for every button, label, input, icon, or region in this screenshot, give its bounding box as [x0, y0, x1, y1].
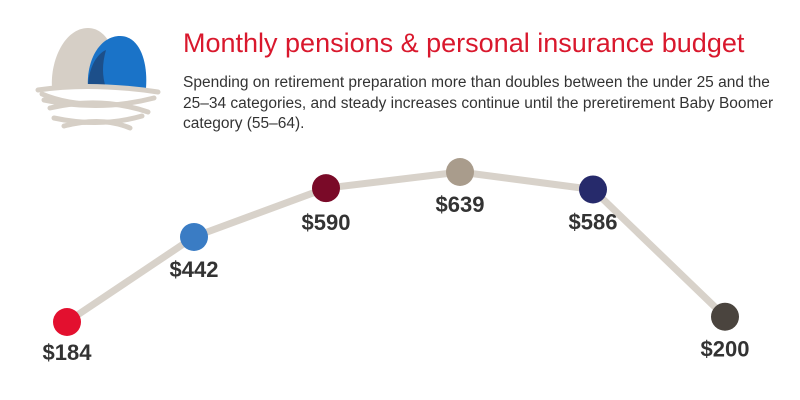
blue-egg-shadow-icon	[88, 50, 106, 88]
series-line	[63, 168, 729, 326]
data-label-0: $184	[43, 340, 93, 365]
data-labels: $184 $442 $590 $639 $586 $200	[43, 192, 750, 365]
data-label-1: $442	[170, 257, 219, 282]
data-point-0	[53, 308, 81, 336]
data-label-4: $586	[569, 209, 618, 234]
data-points	[53, 158, 739, 336]
nest-eggs-icon	[35, 28, 161, 131]
data-label-3: $639	[436, 192, 485, 217]
data-point-5	[711, 302, 739, 331]
data-point-2	[312, 174, 340, 203]
data-point-3	[446, 158, 474, 186]
data-point-4	[579, 175, 607, 204]
nest-icon	[35, 83, 161, 131]
page-title: Monthly pensions & personal insurance bu…	[183, 28, 745, 58]
data-label-2: $590	[302, 210, 351, 235]
data-point-1	[180, 222, 208, 251]
page-subtitle: Spending on retirement preparation more …	[183, 74, 774, 132]
data-label-5: $200	[701, 337, 750, 362]
